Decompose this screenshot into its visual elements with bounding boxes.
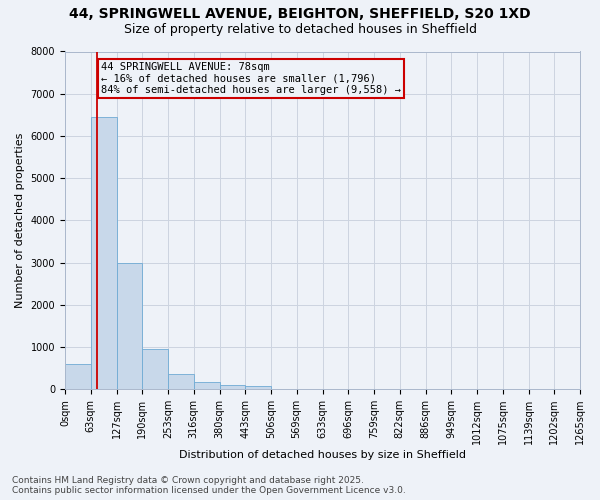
- Bar: [65, 364, 91, 389]
- Text: 44 SPRINGWELL AVENUE: 78sqm
← 16% of detached houses are smaller (1,796)
84% of : 44 SPRINGWELL AVENUE: 78sqm ← 16% of det…: [101, 62, 401, 95]
- X-axis label: Distribution of detached houses by size in Sheffield: Distribution of detached houses by size …: [179, 450, 466, 460]
- Text: 44, SPRINGWELL AVENUE, BEIGHTON, SHEFFIELD, S20 1XD: 44, SPRINGWELL AVENUE, BEIGHTON, SHEFFIE…: [69, 8, 531, 22]
- Text: Size of property relative to detached houses in Sheffield: Size of property relative to detached ho…: [124, 22, 476, 36]
- Y-axis label: Number of detached properties: Number of detached properties: [15, 132, 25, 308]
- Bar: [168, 374, 194, 389]
- Bar: [220, 385, 245, 389]
- Bar: [116, 262, 142, 389]
- Bar: [91, 117, 116, 389]
- Bar: [142, 349, 168, 389]
- Bar: [245, 386, 271, 389]
- Text: Contains HM Land Registry data © Crown copyright and database right 2025.
Contai: Contains HM Land Registry data © Crown c…: [12, 476, 406, 495]
- Bar: [194, 382, 220, 389]
